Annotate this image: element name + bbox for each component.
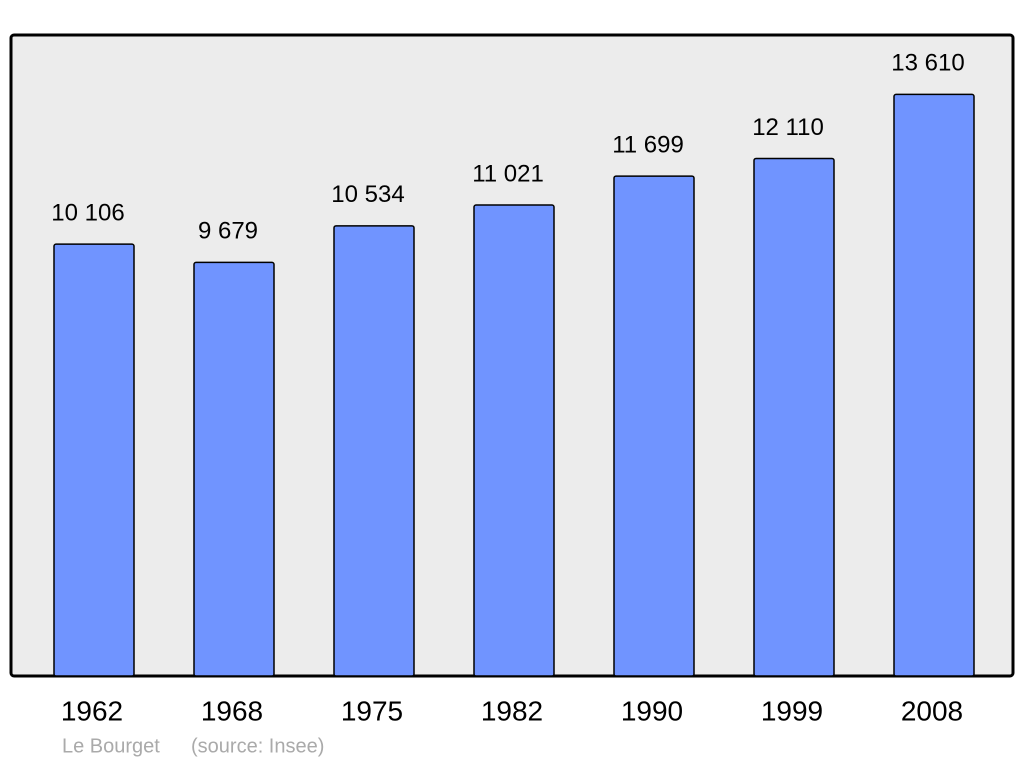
bar xyxy=(893,93,975,677)
x-tick-label: 2008 xyxy=(901,695,963,726)
x-tick-label: 1990 xyxy=(621,695,683,726)
bar xyxy=(333,225,415,677)
bar xyxy=(473,204,555,677)
bar xyxy=(753,157,835,677)
place-label: Le Bourget xyxy=(62,735,160,757)
x-tick-label: 1975 xyxy=(341,695,403,726)
bar xyxy=(53,243,135,677)
bar xyxy=(193,261,275,677)
x-tick-label: 1999 xyxy=(761,695,823,726)
x-tick-label: 1968 xyxy=(201,695,263,726)
bar xyxy=(613,175,695,677)
value-label: 11 021 xyxy=(472,160,544,187)
x-tick-label: 1982 xyxy=(481,695,543,726)
source-label: (source: Insee) xyxy=(191,735,324,757)
value-label: 9 679 xyxy=(198,218,258,245)
value-label: 10 106 xyxy=(51,199,124,226)
x-tick-label: 1962 xyxy=(61,695,123,726)
value-label: 11 699 xyxy=(612,131,684,158)
value-label: 13 610 xyxy=(891,50,964,77)
value-label: 10 534 xyxy=(331,181,404,208)
value-label: 12 110 xyxy=(752,114,824,141)
